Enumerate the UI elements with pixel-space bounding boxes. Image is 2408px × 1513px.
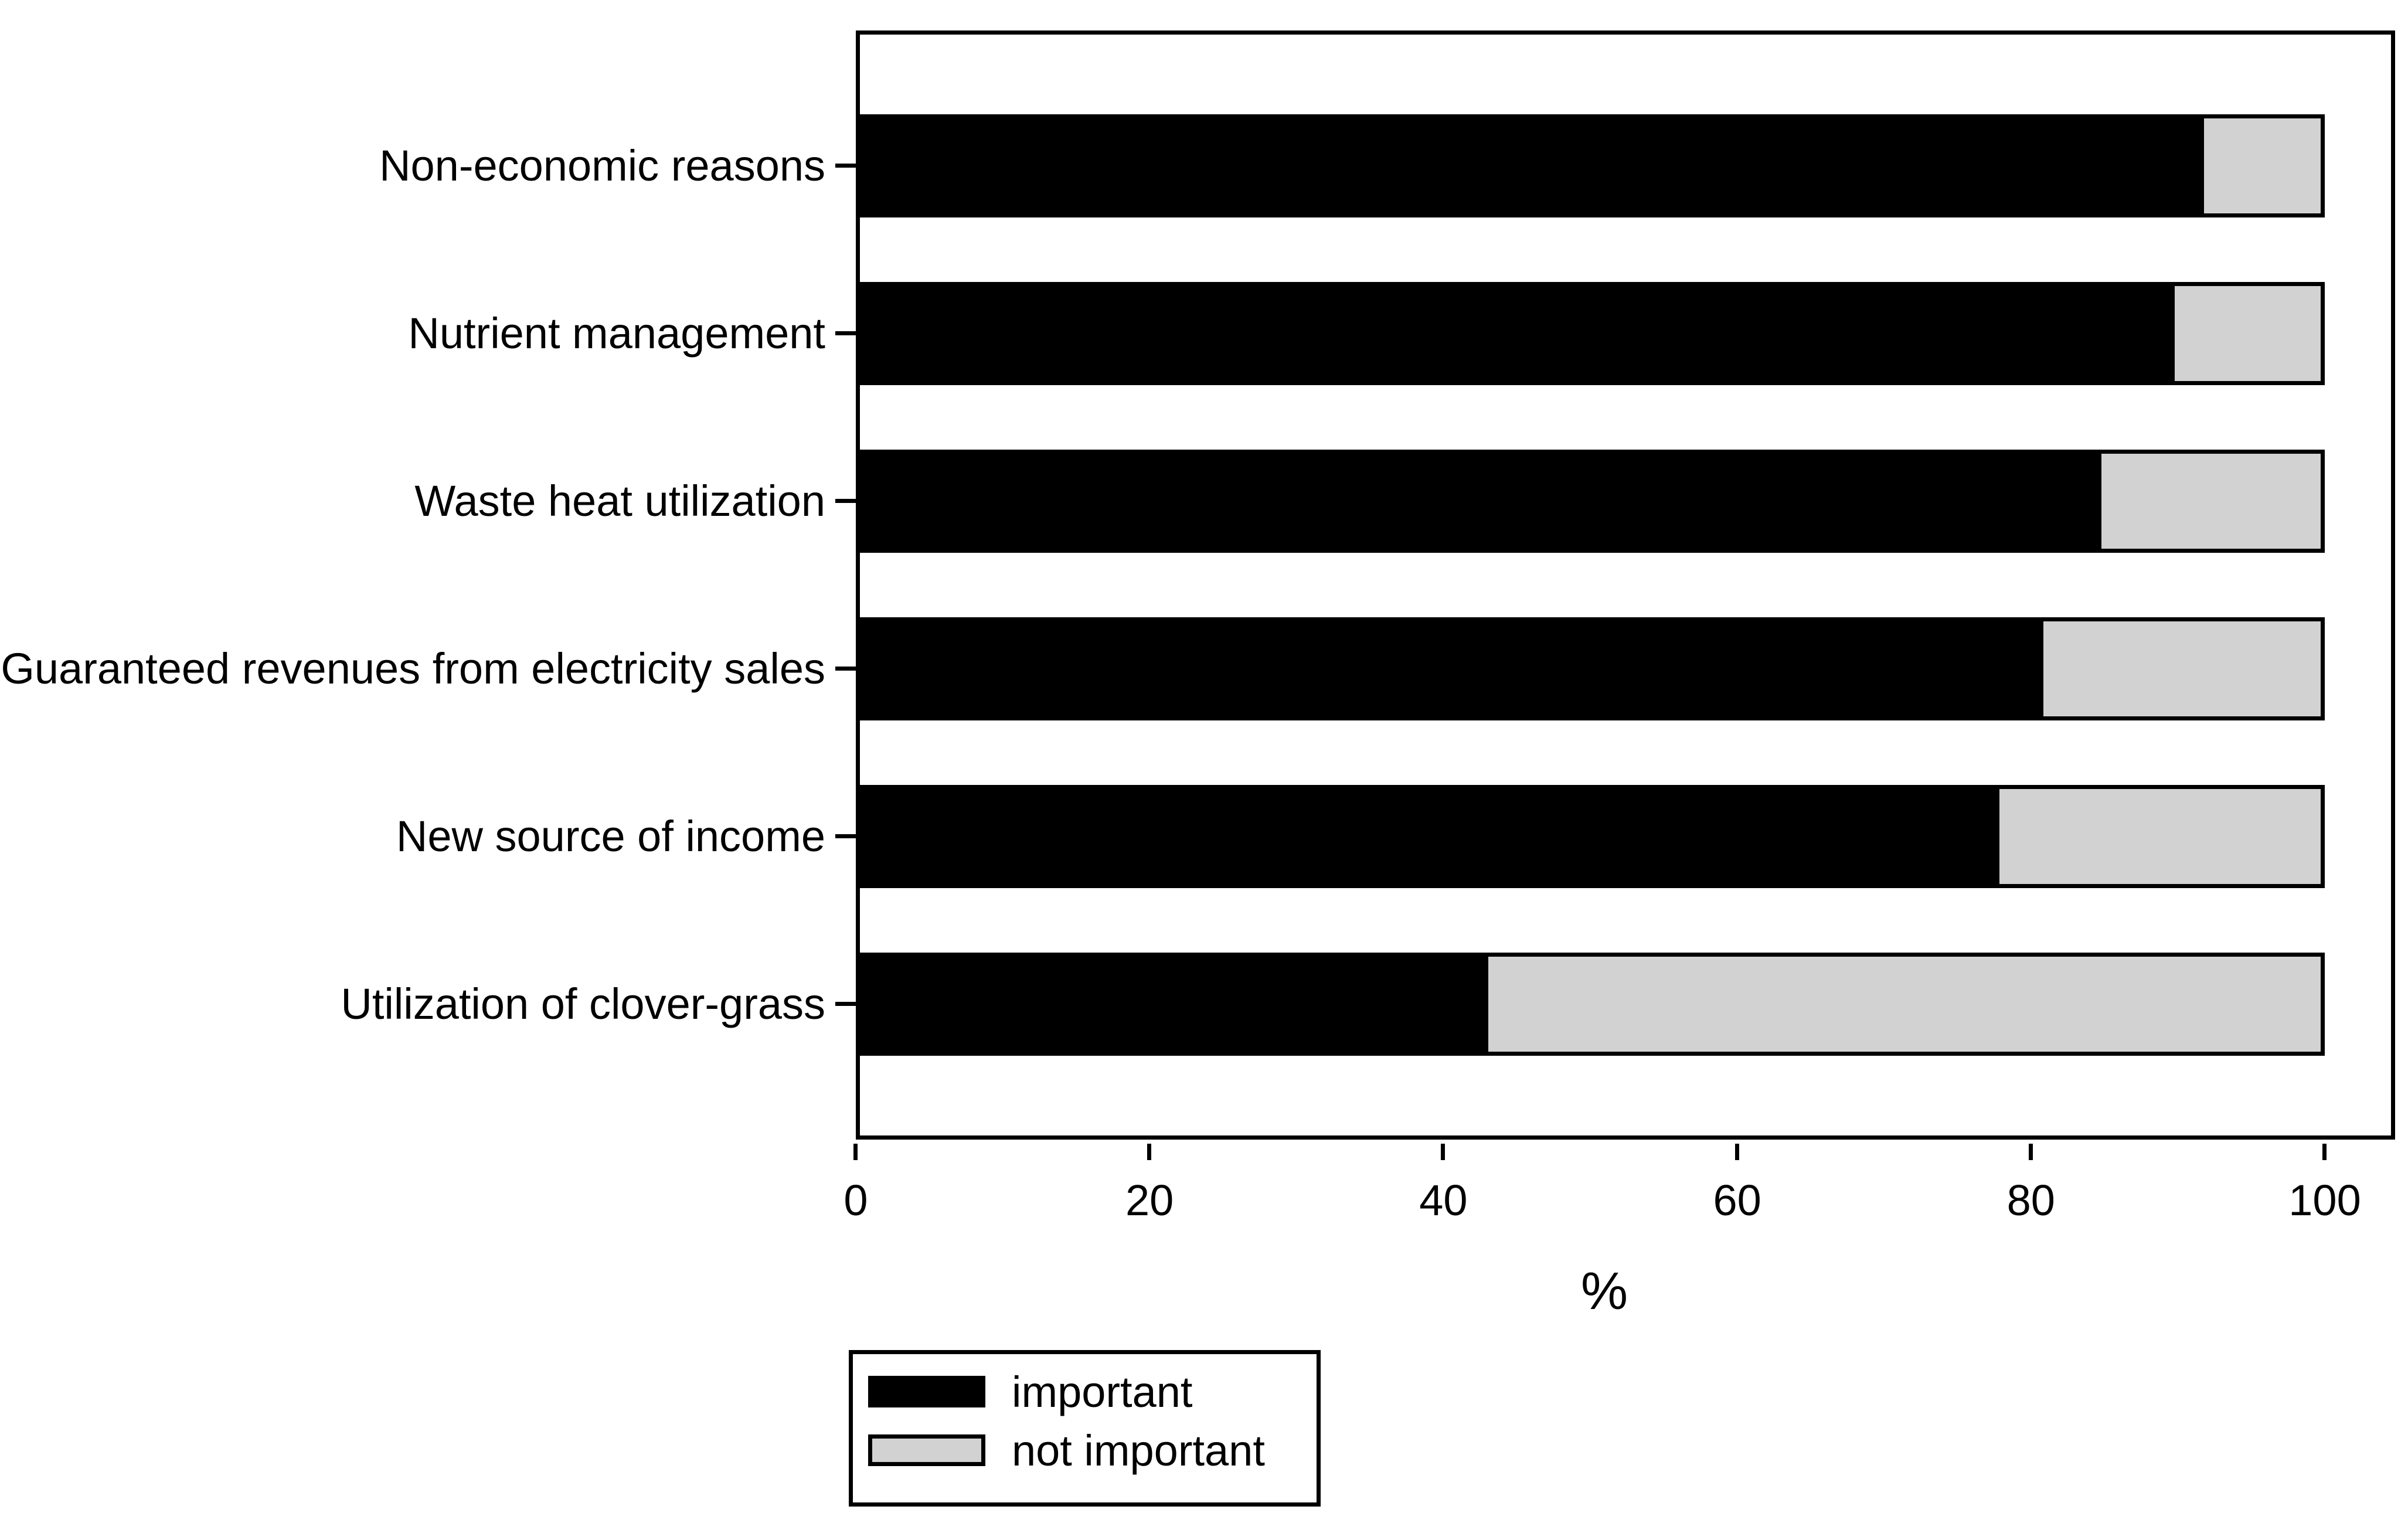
legend-swatch-not-important xyxy=(868,1434,985,1466)
bar-row xyxy=(856,785,2325,888)
bar-segment-not-important xyxy=(2101,454,2321,549)
bar-segment-important xyxy=(860,621,2043,716)
bar-segment-important xyxy=(860,118,2204,213)
x-axis-tick-label: 80 xyxy=(2006,1176,2055,1225)
x-axis-tick xyxy=(2028,1144,2033,1160)
bar-row xyxy=(856,450,2325,553)
x-axis-tick xyxy=(853,1144,858,1160)
category-label: Utilization of clover-grass xyxy=(341,980,825,1028)
x-axis-tick-label: 60 xyxy=(1713,1176,1761,1225)
bar-row xyxy=(856,282,2325,385)
bar-row xyxy=(856,617,2325,720)
y-axis-tick xyxy=(835,164,856,168)
legend-label-important: important xyxy=(1012,1367,1193,1416)
x-axis-label: % xyxy=(1580,1262,1628,1321)
bar-row xyxy=(856,114,2325,217)
y-axis-tick xyxy=(835,331,856,335)
legend-label-not-important: not important xyxy=(1012,1426,1265,1475)
bar-segment-not-important xyxy=(2043,621,2321,716)
y-axis-tick xyxy=(835,499,856,503)
bar-row xyxy=(856,953,2325,1056)
x-axis-tick-label: 20 xyxy=(1125,1176,1174,1225)
bar-segment-not-important xyxy=(1488,957,2321,1052)
x-axis-tick-label: 0 xyxy=(844,1176,868,1225)
legend: important not important xyxy=(849,1350,1321,1507)
x-axis-tick xyxy=(2322,1144,2327,1160)
bar-segment-not-important xyxy=(2203,118,2321,213)
bar-segment-important xyxy=(860,454,2102,549)
y-axis-tick xyxy=(835,1002,856,1006)
legend-item-important: important xyxy=(868,1362,1317,1421)
bar-segment-important xyxy=(860,789,1999,884)
category-label: New source of income xyxy=(396,812,825,861)
bar-segment-not-important xyxy=(2174,286,2321,381)
category-label: Non-economic reasons xyxy=(379,141,825,190)
x-axis-tick xyxy=(1441,1144,1446,1160)
x-axis-tick-label: 40 xyxy=(1419,1176,1468,1225)
bar-segment-important xyxy=(860,286,2175,381)
x-axis-tick-label: 100 xyxy=(2288,1176,2361,1225)
bar-segment-important xyxy=(860,957,1488,1052)
category-label: Nutrient management xyxy=(408,309,825,358)
legend-swatch-important xyxy=(868,1376,985,1407)
x-axis-tick xyxy=(1734,1144,1739,1160)
y-axis-tick xyxy=(835,667,856,671)
category-label: Waste heat utilization xyxy=(414,477,825,525)
bar-segment-not-important xyxy=(1999,789,2321,884)
y-axis-tick xyxy=(835,834,856,838)
category-label: Guaranteed revenues from electricity sal… xyxy=(1,644,825,693)
x-axis-tick xyxy=(1147,1144,1152,1160)
legend-item-not-important: not important xyxy=(868,1421,1317,1480)
